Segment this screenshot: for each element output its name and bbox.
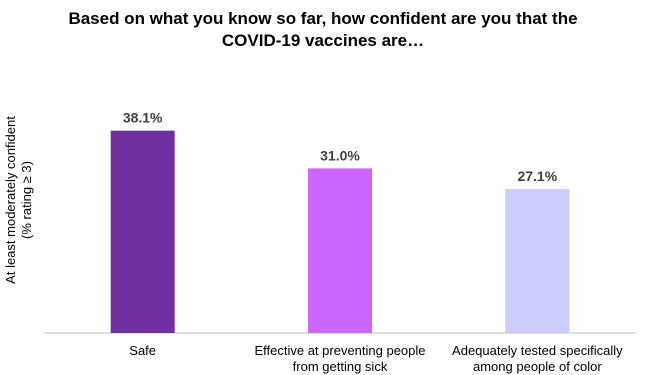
bar [505, 189, 569, 333]
x-tick-label-line: among people of color [437, 359, 637, 375]
x-tick-label: Effective at preventing people from getti… [240, 343, 440, 375]
data-label: 38.1% [123, 110, 163, 126]
bar [308, 168, 372, 333]
bar [111, 131, 175, 333]
x-tick-label-line: from getting sick [240, 359, 440, 375]
x-tick-label-line: Safe [43, 343, 243, 359]
data-label: 31.0% [320, 147, 360, 163]
data-label: 27.1% [517, 168, 557, 184]
x-tick-label: Adequately tested specifically among peop… [437, 343, 637, 375]
x-tick-label-line: Effective at preventing people [240, 343, 440, 359]
x-tick-label-line: Adequately tested specifically [437, 343, 637, 359]
x-tick-label: Safe [43, 343, 243, 359]
